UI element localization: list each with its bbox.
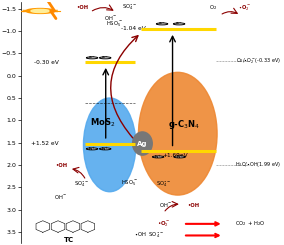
Text: -1.04 eV: -1.04 eV bbox=[121, 26, 146, 31]
Text: OH$^-$: OH$^-$ bbox=[159, 201, 173, 209]
Text: g-C$_3$N$_4$: g-C$_3$N$_4$ bbox=[168, 118, 201, 131]
Text: •OH  SO$_4^{\bullet-}$: •OH SO$_4^{\bullet-}$ bbox=[134, 231, 164, 240]
Text: e$^-$: e$^-$ bbox=[88, 54, 96, 61]
Ellipse shape bbox=[83, 98, 136, 192]
Text: •O$_2^-$: •O$_2^-$ bbox=[238, 3, 251, 12]
Circle shape bbox=[26, 9, 55, 13]
Text: HSO$_5^-$: HSO$_5^-$ bbox=[121, 179, 138, 188]
Text: SO$_4^{\bullet-}$: SO$_4^{\bullet-}$ bbox=[122, 2, 137, 12]
Circle shape bbox=[173, 23, 185, 25]
Text: OH$^-$: OH$^-$ bbox=[104, 14, 118, 22]
Text: +1.69eV: +1.69eV bbox=[162, 153, 188, 158]
Ellipse shape bbox=[139, 72, 217, 195]
Text: •O$_2^-$: •O$_2^-$ bbox=[156, 219, 170, 229]
Text: -0.30 eV: -0.30 eV bbox=[34, 60, 59, 65]
Text: TC: TC bbox=[64, 237, 74, 243]
Text: MoS$_2$: MoS$_2$ bbox=[90, 116, 116, 129]
Text: SO$_4^{\bullet-}$: SO$_4^{\bullet-}$ bbox=[74, 179, 90, 189]
Text: e$^-$: e$^-$ bbox=[175, 21, 183, 27]
Text: OH$^-$: OH$^-$ bbox=[54, 193, 68, 201]
Text: h$^+$: h$^+$ bbox=[176, 153, 184, 161]
Circle shape bbox=[86, 57, 98, 59]
Circle shape bbox=[174, 156, 185, 158]
Text: h$^+$: h$^+$ bbox=[154, 153, 162, 161]
Circle shape bbox=[156, 23, 168, 25]
Ellipse shape bbox=[133, 132, 152, 155]
Circle shape bbox=[99, 148, 111, 150]
Circle shape bbox=[86, 148, 98, 150]
Text: HSO$_5^-$: HSO$_5^-$ bbox=[106, 20, 123, 29]
Text: h$^+$: h$^+$ bbox=[88, 145, 96, 153]
Circle shape bbox=[153, 156, 164, 158]
Text: •OH: •OH bbox=[76, 5, 88, 10]
Text: e$^-$: e$^-$ bbox=[101, 54, 109, 61]
Text: •OH: •OH bbox=[187, 203, 200, 208]
Text: CO$_2$ + H$_2$O: CO$_2$ + H$_2$O bbox=[235, 220, 265, 228]
Circle shape bbox=[31, 9, 49, 12]
Circle shape bbox=[99, 57, 111, 59]
Text: O$_2$: O$_2$ bbox=[209, 3, 217, 12]
Text: e$^-$: e$^-$ bbox=[158, 21, 166, 27]
Text: H$_2$O/•OH(1.99 eV): H$_2$O/•OH(1.99 eV) bbox=[235, 160, 281, 169]
Text: SO$_4^{\bullet-}$: SO$_4^{\bullet-}$ bbox=[156, 179, 171, 189]
Text: h$^+$: h$^+$ bbox=[101, 145, 109, 153]
Text: +1.52 eV: +1.52 eV bbox=[31, 141, 59, 146]
Text: O$_2$/•O$_2^-$(-0.33 eV): O$_2$/•O$_2^-$(-0.33 eV) bbox=[237, 56, 281, 66]
Text: •OH: •OH bbox=[55, 163, 67, 168]
Text: Ag: Ag bbox=[137, 141, 148, 147]
